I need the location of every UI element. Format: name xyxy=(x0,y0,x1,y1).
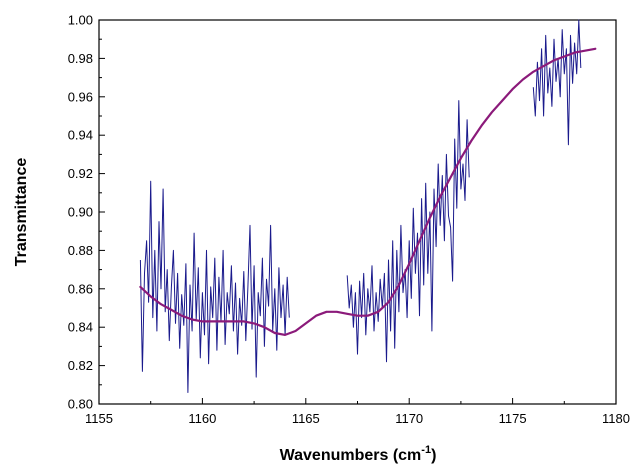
x-tick-label: 1170 xyxy=(395,411,423,426)
y-tick-label: 0.96 xyxy=(68,89,93,104)
x-tick-label: 1175 xyxy=(499,411,527,426)
y-tick-label: 0.88 xyxy=(68,243,93,258)
measured-spectrum-segment-3 xyxy=(532,19,582,146)
x-axis-title-suffix: ) xyxy=(431,447,436,464)
y-tick-label: 0.80 xyxy=(68,397,93,412)
y-tick-label: 0.98 xyxy=(68,51,93,66)
y-tick-label: 1.00 xyxy=(68,13,93,28)
x-axis-title: Wavenumbers (cm-1) xyxy=(280,444,437,464)
y-tick-label: 0.82 xyxy=(68,358,93,373)
y-tick-label: 0.86 xyxy=(68,281,93,296)
smooth-fit-line xyxy=(139,47,597,336)
axis-ticks: 1155 1160 1165 1170 1175 1180 0.80 0.82 0.84 0.86… xyxy=(68,13,630,427)
x-axis-title-main: Wavenumbers (cm xyxy=(280,447,422,464)
y-tick-label: 0.94 xyxy=(68,128,93,143)
x-axis-title-superscript: -1 xyxy=(421,444,431,456)
x-tick-label: 1165 xyxy=(292,411,320,426)
x-tick-label: 1180 xyxy=(602,411,630,426)
y-tick-label: 0.90 xyxy=(68,205,93,220)
x-tick-label: 1160 xyxy=(188,411,216,426)
x-tick-label: 1155 xyxy=(85,411,113,426)
measured-spectrum-segment-1 xyxy=(139,180,290,393)
series-layer xyxy=(139,19,597,393)
y-axis-title: Transmittance xyxy=(13,158,30,267)
y-tick-label: 0.84 xyxy=(68,320,93,335)
measured-spectrum-segment-2 xyxy=(346,100,470,363)
y-tick-label: 0.92 xyxy=(68,166,93,181)
